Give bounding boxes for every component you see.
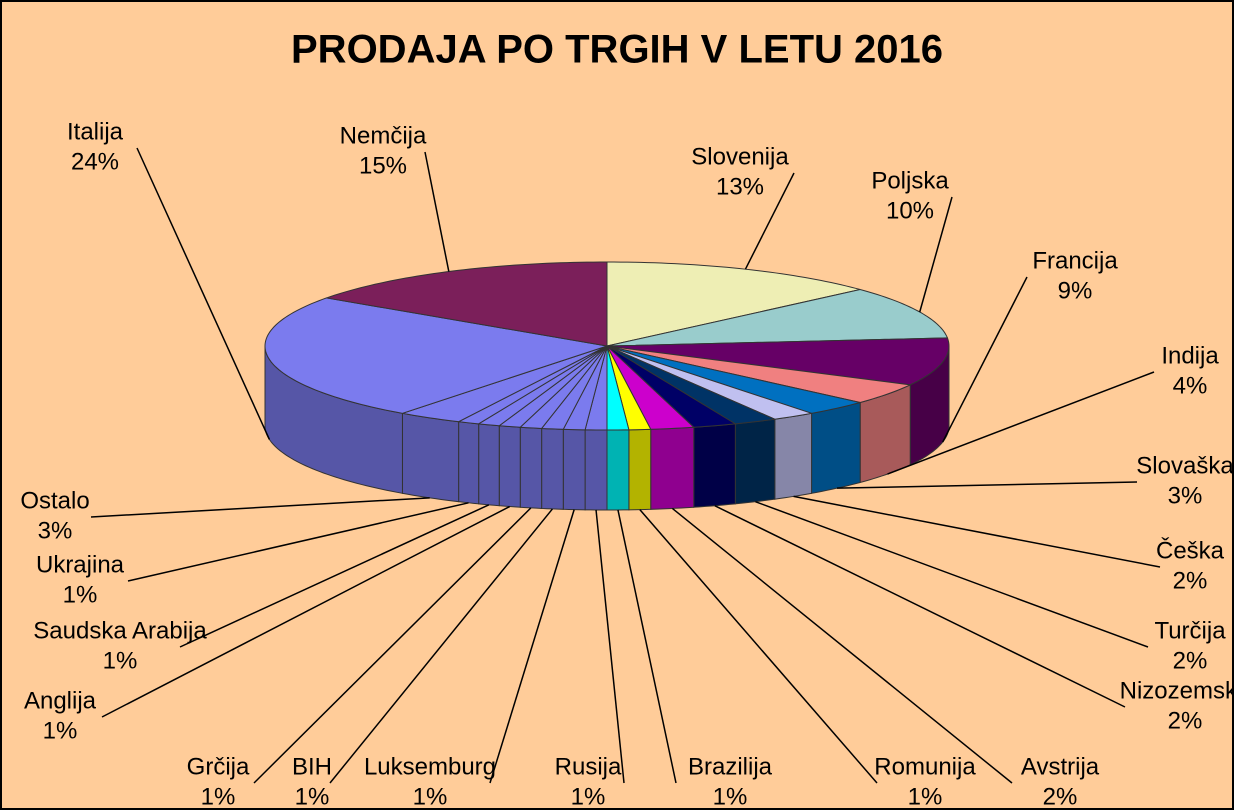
data-label-name: Nizozemska (1120, 677, 1234, 704)
data-label-value: 1% (103, 647, 138, 674)
leader-line (424, 151, 450, 272)
data-label-value: 13% (716, 173, 764, 200)
data-label-value: 1% (201, 783, 236, 810)
leader-line (489, 509, 575, 784)
slice (606, 345, 812, 420)
leader-line (836, 481, 1138, 489)
data-label-value: 1% (413, 783, 448, 810)
slice-side (562, 428, 586, 511)
leader-line (90, 497, 430, 518)
slice-side (401, 412, 460, 503)
data-label-name: BIH (292, 753, 332, 780)
data-label-value: 4% (1173, 372, 1208, 399)
slice-side (734, 418, 776, 505)
leader-line (942, 276, 1028, 443)
leader-line (253, 507, 532, 784)
slice (606, 345, 913, 403)
data-label-value: 24% (71, 148, 119, 175)
data-label-name: Francija (1032, 247, 1118, 274)
data-label-value: 1% (571, 783, 606, 810)
data-label-name: Ukrajina (36, 551, 125, 578)
data-label-value: 1% (63, 581, 98, 608)
slice-side (541, 427, 564, 510)
data-label-value: 2% (1173, 567, 1208, 594)
data-label-name: Italija (67, 118, 124, 145)
data-label-value: 10% (886, 197, 934, 224)
data-label-name: Nemčija (340, 122, 427, 149)
data-label-name: Turčija (1154, 617, 1226, 644)
data-label-name: Saudska Arabija (33, 617, 207, 644)
data-label-name: Ostalo (20, 487, 89, 514)
slice (264, 297, 608, 414)
leader-line (755, 500, 1149, 648)
slice (606, 345, 737, 428)
slice (606, 345, 861, 414)
data-label-name: Avstrija (1021, 753, 1100, 780)
data-label-name: Češka (1156, 536, 1225, 564)
slice-side (774, 412, 813, 500)
leader-line (595, 509, 625, 784)
leader-line (127, 502, 469, 582)
slice-side (606, 429, 630, 511)
leader-line (744, 172, 795, 270)
slice (326, 261, 608, 347)
slice (606, 345, 695, 430)
leader-line (887, 371, 1155, 475)
leader-line (714, 505, 1126, 708)
slice-side (458, 421, 480, 505)
data-label-value: 3% (1168, 482, 1203, 509)
slice-side (650, 426, 695, 510)
data-label-value: 1% (43, 717, 78, 744)
data-label-name: Grčija (187, 753, 250, 780)
data-label-name: Slovaška (1136, 452, 1234, 479)
data-label-value: 1% (908, 783, 943, 810)
leader-line (671, 507, 1013, 784)
data-label-name: Luksemburg (364, 753, 496, 780)
slice-side (584, 429, 608, 511)
leader-line (136, 147, 271, 440)
slice (402, 345, 608, 423)
data-label-value: 9% (1058, 277, 1093, 304)
leader-line (101, 505, 511, 718)
data-label-value: 2% (1173, 647, 1208, 674)
slice-side (498, 425, 521, 508)
data-label-value: 2% (1043, 783, 1078, 810)
chart-title: PRODAJA PO TRGIH V LETU 2016 (291, 28, 943, 72)
tops (264, 261, 950, 431)
data-label-name: Poljska (871, 167, 949, 194)
leader-line (639, 509, 878, 784)
leader-line (179, 504, 490, 648)
slice (606, 337, 950, 386)
leader-line (617, 509, 677, 784)
slice (606, 289, 949, 347)
slice-side (519, 426, 543, 509)
data-label-value: 15% (359, 152, 407, 179)
slice-side (693, 423, 736, 508)
leader-line (919, 196, 953, 313)
leader-line (329, 508, 553, 784)
slice-side (811, 401, 861, 494)
data-label-value: 1% (713, 783, 748, 810)
slice-side (628, 428, 652, 511)
data-label-name: Indija (1161, 342, 1219, 369)
data-label-name: Romunija (874, 753, 976, 780)
data-label-value: 2% (1168, 707, 1203, 734)
data-label-name: Anglija (24, 687, 97, 714)
data-label-name: Brazilija (688, 753, 773, 780)
data-label-value: 1% (295, 783, 330, 810)
data-label-name: Rusija (555, 753, 622, 780)
data-label-name: Slovenija (691, 143, 789, 170)
slice (606, 345, 777, 425)
walls (264, 345, 950, 511)
slice-side (478, 423, 500, 507)
data-label-value: 3% (38, 517, 73, 544)
leader-line (793, 495, 1161, 568)
